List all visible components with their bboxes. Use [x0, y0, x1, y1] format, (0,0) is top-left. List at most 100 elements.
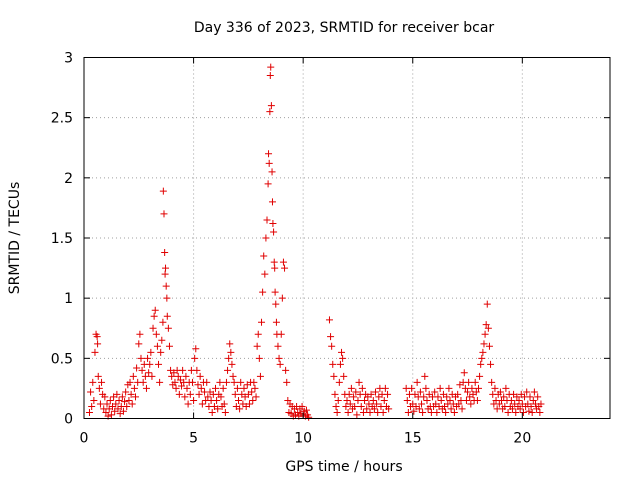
data-point	[403, 396, 411, 404]
data-point	[408, 384, 416, 392]
data-point	[357, 402, 365, 410]
data-point	[281, 264, 289, 272]
data-point	[115, 396, 123, 404]
data-point	[282, 366, 290, 374]
data-point	[94, 340, 102, 348]
data-point	[284, 396, 292, 404]
data-point	[268, 198, 276, 206]
data-point	[172, 384, 180, 392]
data-point	[343, 396, 351, 404]
data-point	[423, 396, 431, 404]
data-point	[330, 372, 338, 380]
data-point	[340, 372, 348, 380]
data-point	[419, 408, 427, 416]
data-point	[196, 372, 204, 380]
data-point	[137, 354, 145, 362]
data-point	[272, 318, 280, 326]
data-point	[269, 220, 277, 228]
data-point	[484, 324, 492, 332]
data-point	[94, 372, 102, 380]
data-point	[151, 306, 159, 314]
data-point	[259, 288, 267, 296]
data-point	[181, 393, 189, 401]
data-point	[255, 354, 263, 362]
data-point	[103, 400, 111, 408]
data-point	[450, 408, 458, 416]
data-point	[87, 388, 95, 396]
data-point	[526, 393, 534, 401]
data-point	[248, 388, 256, 396]
data-point	[277, 330, 285, 338]
chart-title: Day 336 of 2023, SRMTID for receiver bca…	[194, 20, 495, 36]
data-point	[361, 396, 369, 404]
data-point	[265, 159, 273, 167]
data-point	[258, 318, 266, 326]
data-point	[275, 354, 283, 362]
data-point	[216, 378, 224, 386]
data-point	[488, 378, 496, 386]
data-point	[443, 393, 451, 401]
y-tick-label: 1.5	[51, 231, 73, 247]
x-tick-label: 10	[294, 431, 312, 447]
data-point	[249, 396, 257, 404]
data-point	[159, 187, 167, 195]
data-point	[144, 354, 152, 362]
data-point	[222, 378, 230, 386]
data-point	[482, 321, 490, 329]
data-point	[270, 228, 278, 236]
data-point	[537, 400, 545, 408]
data-point	[416, 388, 424, 396]
data-point	[345, 390, 353, 398]
data-point	[460, 369, 468, 377]
data-point	[165, 342, 173, 350]
data-point	[367, 390, 375, 398]
data-point	[294, 408, 302, 416]
data-point	[507, 396, 515, 404]
y-tick-label: 2.5	[51, 111, 73, 127]
data-point	[237, 378, 245, 386]
data-point	[413, 378, 421, 386]
data-point	[353, 411, 361, 419]
data-point	[245, 400, 253, 408]
data-point	[153, 342, 161, 350]
data-point	[437, 396, 445, 404]
data-point	[225, 354, 233, 362]
data-point	[478, 354, 486, 362]
data-point	[186, 390, 194, 398]
data-point	[283, 378, 291, 386]
data-point	[265, 150, 273, 158]
data-point	[536, 408, 544, 416]
data-point	[231, 390, 239, 398]
data-point	[500, 393, 508, 401]
data-point	[384, 390, 392, 398]
data-point	[519, 408, 527, 416]
data-point	[233, 384, 241, 392]
data-point	[333, 408, 341, 416]
data-point	[418, 400, 426, 408]
data-point	[227, 348, 235, 356]
data-point	[148, 372, 156, 380]
data-point	[213, 396, 221, 404]
data-point	[152, 330, 160, 338]
data-point	[191, 354, 199, 362]
data-point	[236, 405, 244, 413]
data-point	[175, 390, 183, 398]
data-point	[513, 393, 521, 401]
data-point	[240, 384, 248, 392]
data-point	[455, 400, 463, 408]
data-point	[525, 407, 533, 415]
data-point	[228, 360, 236, 368]
data-point	[88, 402, 96, 410]
data-point	[119, 407, 127, 415]
data-point	[224, 366, 232, 374]
data-point	[302, 406, 310, 414]
data-point	[328, 342, 336, 350]
y-axis-label: SRMTID / TECUs	[7, 182, 23, 295]
data-point	[485, 342, 493, 350]
data-point	[174, 372, 182, 380]
data-point	[274, 342, 282, 350]
data-point	[529, 396, 537, 404]
data-point	[516, 405, 524, 413]
